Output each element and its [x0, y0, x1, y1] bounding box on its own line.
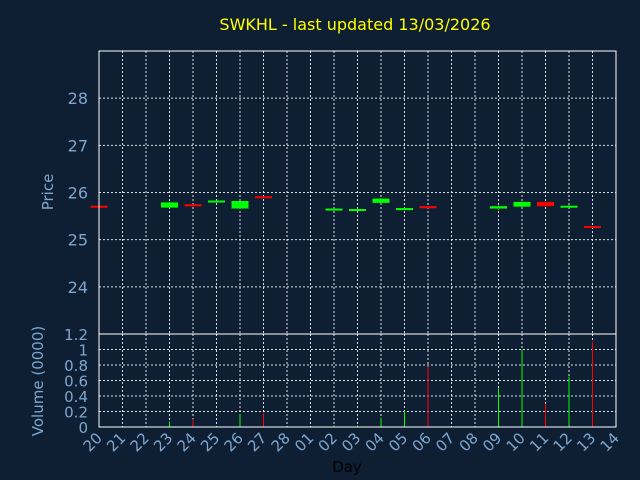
axes: 242526272800.20.40.60.811.22021222324252… — [64, 50, 623, 455]
x-tick-label: 26 — [221, 429, 247, 455]
x-tick-label: 22 — [127, 429, 153, 455]
candle-body — [255, 196, 272, 199]
x-tick-label: 14 — [597, 429, 623, 455]
x-tick-label: 10 — [503, 429, 529, 455]
candle-body — [396, 208, 413, 211]
price-tick-label: 24 — [68, 278, 88, 297]
price-tick-label: 27 — [68, 136, 88, 155]
candle-body — [349, 209, 366, 212]
x-tick-label: 03 — [338, 429, 364, 455]
candle-body — [161, 202, 178, 208]
x-tick-label: 21 — [103, 429, 129, 455]
x-axis-label: Day — [332, 458, 362, 476]
candle-body — [208, 200, 225, 203]
x-tick-label: 04 — [362, 429, 388, 455]
price-panel — [90, 196, 601, 228]
x-tick-label: 27 — [244, 429, 270, 455]
x-tick-label: 13 — [573, 429, 599, 455]
x-tick-label: 24 — [174, 429, 200, 455]
x-tick-label: 06 — [409, 429, 435, 455]
volume-tick-label: 1 — [78, 342, 88, 360]
chart-title: SWKHL - last updated 13/03/2026 — [219, 15, 490, 34]
price-tick-label: 26 — [68, 184, 88, 203]
candle-body — [560, 205, 578, 208]
volume-tick-label: 1.2 — [64, 326, 88, 344]
x-tick-label: 12 — [550, 429, 576, 455]
x-tick-label: 28 — [268, 429, 294, 455]
x-tick-label: 09 — [479, 429, 505, 455]
volume-tick-label: 0.8 — [64, 357, 88, 375]
price-tick-label: 25 — [68, 231, 88, 250]
x-tick-label: 07 — [432, 429, 458, 455]
candle-body — [490, 206, 507, 209]
candle-body — [184, 204, 202, 207]
candle-body — [372, 198, 390, 203]
candle-body — [231, 200, 249, 209]
candle-body — [584, 225, 601, 228]
volume-tick-label: 0 — [78, 419, 88, 437]
candle-body — [513, 201, 531, 207]
candle-body — [537, 201, 554, 207]
x-tick-label: 11 — [526, 429, 552, 455]
x-tick-label: 01 — [291, 429, 317, 455]
volume-panel-frame — [98, 333, 617, 428]
price-axis-label: Price — [39, 174, 57, 211]
volume-tick-label: 0.4 — [64, 388, 88, 406]
volume-tick-label: 0.2 — [64, 404, 88, 422]
grid-lines — [98, 51, 617, 428]
volume-tick-label: 0.6 — [64, 373, 88, 391]
x-tick-label: 08 — [456, 429, 482, 455]
price-tick-label: 28 — [68, 89, 88, 108]
volume-panel — [98, 341, 593, 427]
candle-body — [325, 208, 343, 211]
x-tick-label: 05 — [385, 429, 411, 455]
x-tick-label: 02 — [315, 429, 341, 455]
x-tick-label: 23 — [150, 429, 176, 455]
volume-axis-label: Volume (0000) — [29, 326, 47, 436]
x-tick-label: 25 — [197, 429, 223, 455]
candle-body — [419, 206, 437, 209]
